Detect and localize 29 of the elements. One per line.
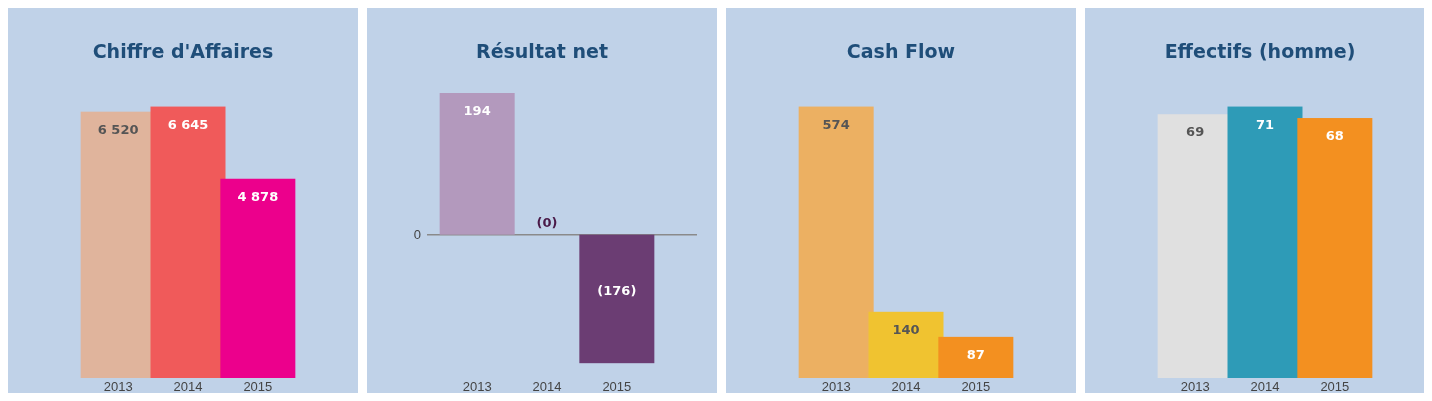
data-label: 6 520	[97, 121, 139, 137]
x-tick-label: 2014	[532, 379, 562, 394]
chart-title: Effectifs (homme)	[1164, 40, 1356, 62]
x-tick-label: 2013	[821, 379, 851, 394]
chart-title: Résultat net	[476, 40, 608, 62]
data-label: 71	[1255, 116, 1275, 132]
data-label: 194	[463, 103, 491, 118]
data-label: 4 878	[237, 188, 279, 204]
x-tick-label: 2015	[1320, 379, 1350, 394]
x-tick-label: 2014	[1250, 379, 1280, 394]
x-tick-label: 2014	[173, 379, 203, 394]
x-tick-label: 2015	[961, 379, 991, 394]
data-label: 140	[892, 321, 920, 337]
data-label: 68	[1325, 128, 1344, 144]
chart-title: Cash Flow	[846, 40, 956, 62]
x-tick-label: 2014	[891, 379, 921, 394]
x-tick-label: 2013	[103, 379, 133, 394]
x-tick-label: 2015	[243, 379, 273, 394]
data-label: (0)	[536, 214, 558, 230]
x-tick-label: 2013	[462, 379, 492, 394]
ref-line-label: 0	[413, 226, 421, 242]
data-label: 69	[1186, 124, 1205, 140]
chart-title: Chiffre d'Affaires	[92, 40, 274, 62]
data-label: 87	[966, 346, 985, 362]
data-label: 6 645	[167, 116, 209, 132]
data-label: 574	[822, 116, 850, 132]
x-tick-label: 2013	[1180, 379, 1210, 394]
x-tick-label: 2015	[602, 379, 632, 394]
data-label: (176)	[597, 282, 637, 298]
